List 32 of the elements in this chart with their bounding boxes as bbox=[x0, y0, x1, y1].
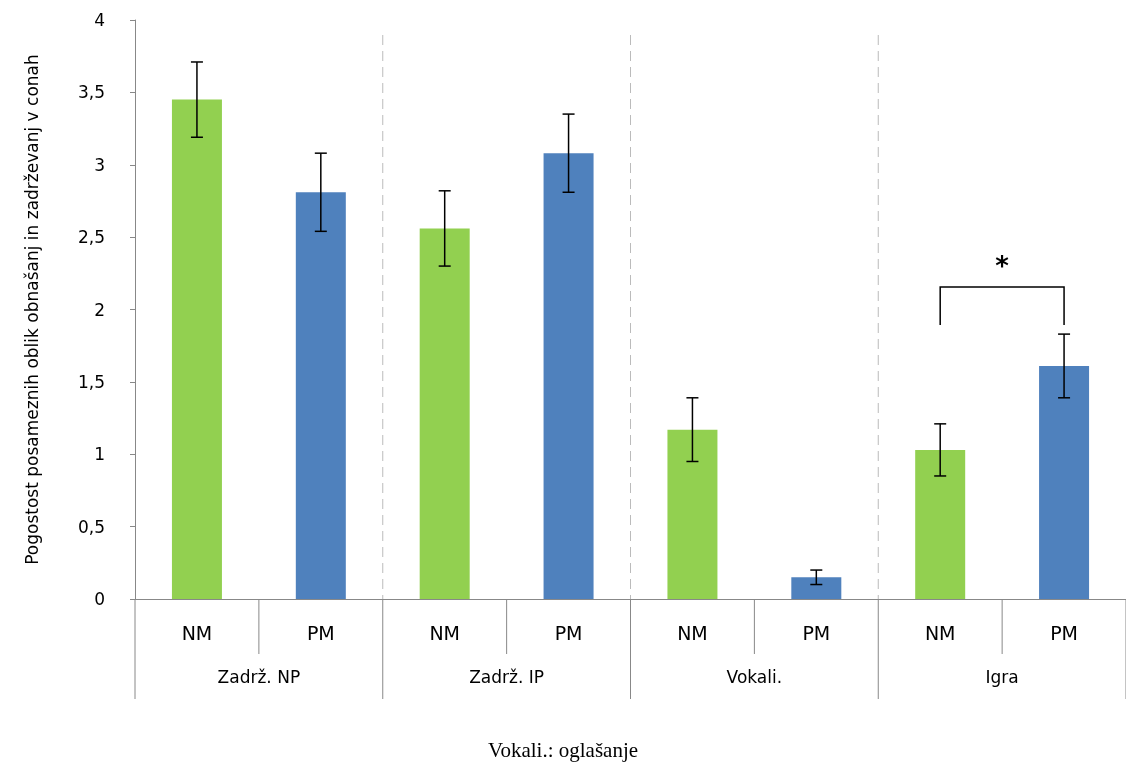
bar bbox=[543, 153, 594, 599]
y-tick-label: 0 bbox=[94, 589, 105, 609]
bar bbox=[791, 577, 842, 599]
y-tick-label: 3,5 bbox=[77, 82, 105, 103]
y-tick-label: 2,5 bbox=[77, 227, 105, 248]
bar bbox=[171, 99, 222, 599]
y-tick-label: 4 bbox=[94, 10, 105, 30]
y-tick-label: 0,5 bbox=[77, 516, 105, 537]
y-tick-label: 1 bbox=[94, 444, 105, 465]
bar bbox=[295, 192, 346, 599]
text: Zadrž. IP bbox=[469, 667, 545, 687]
x-tick-label: PM bbox=[306, 621, 335, 644]
text: Vokali.: oglašanje bbox=[487, 738, 639, 763]
bar bbox=[1039, 365, 1090, 599]
x-tick-label: NM bbox=[429, 621, 460, 644]
text: Zadrž. NP bbox=[217, 667, 301, 687]
text: Vokali. bbox=[726, 667, 783, 687]
x-tick-label: NM bbox=[924, 621, 956, 644]
y-axis-title: Pogostost posameznih oblik obnašanj in zadrževanj v conah bbox=[21, 54, 42, 565]
text: Igra bbox=[985, 667, 1019, 687]
y-tick-label: 1,5 bbox=[77, 371, 105, 392]
x-tick-label: PM bbox=[554, 621, 583, 644]
bar bbox=[419, 228, 470, 599]
x-tick-label: NM bbox=[181, 621, 213, 644]
x-tick-label: PM bbox=[1050, 621, 1078, 644]
y-tick-label: 3 bbox=[94, 154, 105, 175]
x-tick-label: PM bbox=[802, 621, 831, 644]
x-tick-label: NM bbox=[677, 621, 708, 644]
annotation: * bbox=[995, 251, 1009, 282]
bar bbox=[915, 449, 966, 599]
bar bbox=[667, 429, 718, 599]
y-tick-label: 2 bbox=[94, 299, 105, 320]
